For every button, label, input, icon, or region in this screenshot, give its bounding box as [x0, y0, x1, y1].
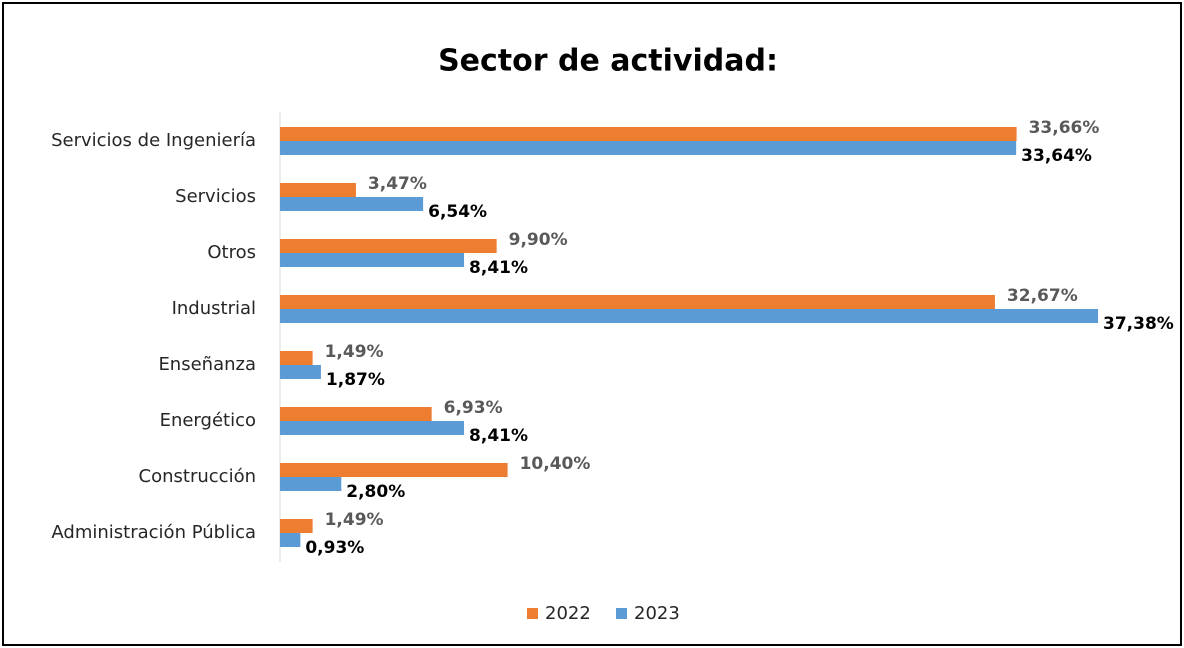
category-label: Otros	[207, 242, 256, 263]
value-label: 33,64%	[1021, 146, 1092, 166]
category-label: Servicios de Ingeniería	[51, 130, 256, 151]
category-label: Enseñanza	[158, 354, 256, 375]
chart-title: Sector de actividad:	[438, 44, 778, 79]
bar	[280, 197, 424, 211]
value-label: 32,67%	[1007, 286, 1078, 306]
value-label: 1,49%	[325, 342, 384, 362]
category-label: Industrial	[172, 298, 256, 319]
legend-label: 2022	[545, 603, 591, 624]
value-label: 10,40%	[520, 454, 591, 474]
bar	[280, 533, 301, 547]
value-label: 6,93%	[444, 398, 503, 418]
category-label: Construcción	[139, 466, 256, 487]
category-label: Servicios	[175, 186, 256, 207]
bar	[280, 463, 508, 477]
bar	[280, 253, 465, 267]
value-label: 2,80%	[346, 482, 405, 502]
bar	[280, 127, 1017, 141]
value-label: 0,93%	[305, 538, 364, 558]
bar	[280, 183, 356, 197]
bar	[280, 309, 1098, 323]
legend-swatch	[527, 608, 538, 619]
value-label: 33,66%	[1029, 118, 1100, 138]
legend-swatch	[616, 608, 627, 619]
value-label: 8,41%	[469, 258, 528, 278]
bar	[280, 519, 313, 533]
bar	[280, 351, 313, 365]
value-label: 3,47%	[368, 174, 427, 194]
bar	[280, 295, 995, 309]
bar	[280, 141, 1017, 155]
bar	[280, 407, 432, 421]
value-label: 9,90%	[509, 230, 568, 250]
bar	[280, 239, 497, 253]
category-label: Energético	[160, 410, 256, 431]
value-label: 1,49%	[325, 510, 384, 530]
bar	[280, 421, 465, 435]
value-label: 8,41%	[469, 426, 528, 446]
category-label: Administración Pública	[51, 522, 256, 543]
value-label: 1,87%	[326, 370, 385, 390]
value-label: 37,38%	[1103, 314, 1174, 334]
value-label: 6,54%	[428, 202, 487, 222]
bar	[280, 365, 321, 379]
bar	[280, 477, 342, 491]
legend-label: 2023	[634, 603, 680, 624]
